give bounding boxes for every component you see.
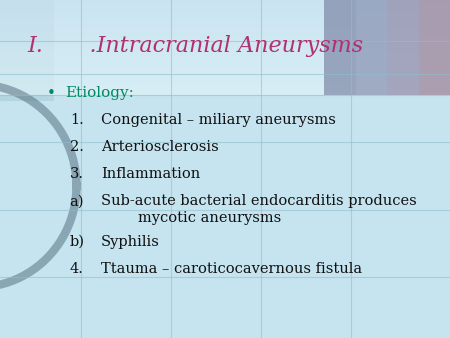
Text: b): b) (70, 235, 85, 249)
Text: •: • (47, 86, 56, 101)
Text: Syphilis: Syphilis (101, 235, 160, 249)
Text: Arteriosclerosis: Arteriosclerosis (101, 140, 219, 154)
Text: Congenital – miliary aneurysms: Congenital – miliary aneurysms (101, 113, 336, 127)
Text: Ttauma – caroticocavernous fistula: Ttauma – caroticocavernous fistula (101, 262, 362, 276)
Text: Etiology:: Etiology: (65, 86, 134, 100)
Text: 4.: 4. (70, 262, 84, 276)
Text: I.: I. (27, 35, 43, 57)
Text: 1.: 1. (70, 113, 84, 127)
Text: 2.: 2. (70, 140, 84, 154)
Text: Inflammation: Inflammation (101, 167, 201, 181)
Text: .Intracranial Aneurysms: .Intracranial Aneurysms (61, 35, 363, 57)
Text: 3.: 3. (70, 167, 84, 181)
Text: Sub-acute bacterial endocarditis produces
        mycotic aneurysms: Sub-acute bacterial endocarditis produce… (101, 194, 417, 224)
Text: a): a) (70, 194, 84, 208)
